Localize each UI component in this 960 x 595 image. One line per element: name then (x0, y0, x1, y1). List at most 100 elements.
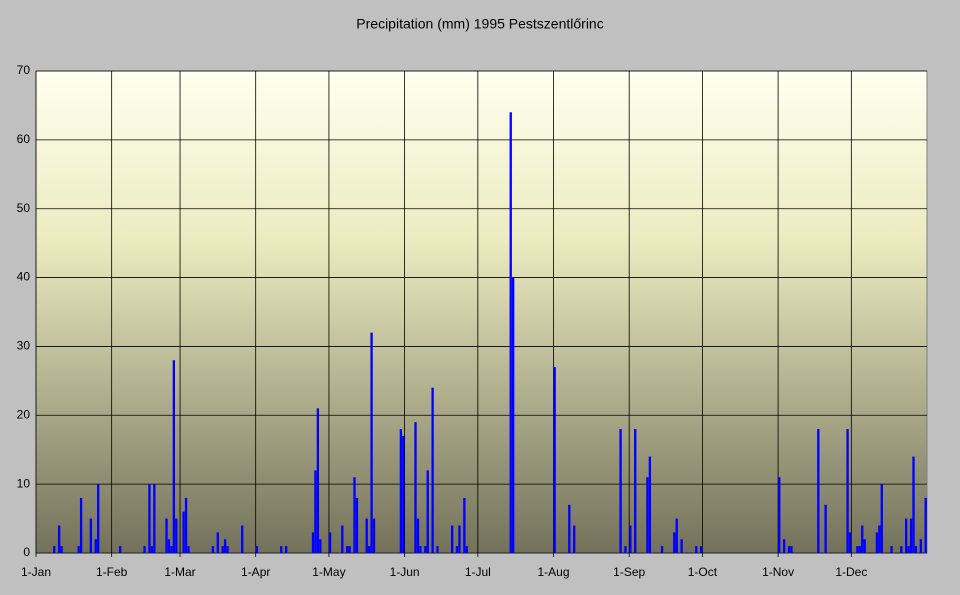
bar (861, 525, 864, 553)
x-tick-label: 1-Nov (762, 565, 794, 579)
bar (875, 532, 879, 553)
bar (455, 546, 459, 553)
bar (905, 518, 908, 553)
y-tick-label: 50 (17, 201, 31, 215)
bar (148, 484, 151, 553)
bar (619, 429, 622, 553)
bar (846, 429, 849, 553)
bar (414, 422, 417, 553)
bar (216, 532, 219, 553)
x-tick-label: 1-Jul (465, 565, 491, 579)
bar (311, 532, 315, 553)
bar (680, 539, 683, 553)
bar (60, 546, 63, 553)
bar (57, 525, 61, 553)
bar (319, 539, 322, 553)
bar (568, 504, 571, 553)
bar (419, 546, 422, 553)
y-tick-label: 10 (17, 476, 31, 490)
y-tick-label: 40 (17, 270, 31, 284)
bar (241, 525, 244, 553)
bar (553, 367, 556, 553)
bar (512, 277, 515, 553)
x-tick-label: 1-Mar (164, 565, 195, 579)
bar (316, 408, 320, 553)
bar (255, 546, 259, 553)
bar (348, 546, 351, 553)
bar (858, 546, 861, 553)
bar (673, 532, 676, 553)
x-tick-label: 1-Sep (613, 565, 645, 579)
bar (97, 484, 100, 553)
bar (365, 518, 368, 553)
bar (182, 511, 185, 553)
bar (878, 525, 881, 553)
bar (284, 546, 288, 553)
bar (223, 539, 227, 553)
bar (89, 518, 93, 553)
bar (907, 546, 910, 553)
x-tick-label: 1-May (312, 565, 345, 579)
bar (912, 456, 915, 553)
bar (436, 546, 439, 553)
x-tick-label: 1-Dec (835, 565, 867, 579)
bar (509, 112, 512, 554)
bar (79, 497, 83, 553)
bar (53, 546, 56, 553)
y-tick-label: 0 (23, 545, 30, 559)
bar (431, 387, 434, 553)
bar (465, 546, 468, 553)
bar (118, 546, 122, 553)
bar (153, 484, 156, 553)
bar (450, 525, 454, 553)
bar (167, 539, 171, 553)
x-tick-label: 1-Aug (537, 565, 569, 579)
bar (187, 546, 190, 553)
bar (328, 532, 332, 553)
bar (280, 546, 283, 553)
bar (648, 456, 652, 553)
bar (909, 518, 913, 553)
y-tick-label: 30 (17, 339, 31, 353)
bar (165, 518, 168, 553)
bar (426, 470, 429, 553)
bar (699, 546, 703, 553)
bar (573, 525, 576, 553)
bar (370, 332, 373, 553)
y-tick-label: 60 (17, 132, 31, 146)
bar (314, 470, 317, 553)
bar (355, 497, 359, 553)
bar (914, 546, 918, 553)
bar (782, 539, 786, 553)
bar (346, 546, 349, 553)
bar (184, 497, 188, 553)
bar (790, 546, 793, 553)
bar (863, 539, 866, 553)
chart-title: Precipitation (mm) 1995 Pestszentlőrinc (356, 16, 603, 32)
bar (424, 546, 427, 553)
bar (211, 546, 215, 553)
bar (778, 477, 781, 553)
bar (170, 546, 173, 553)
y-tick-label: 20 (17, 407, 31, 421)
bar (848, 532, 852, 553)
bar (817, 429, 820, 553)
bar (880, 484, 883, 553)
bar (900, 546, 903, 553)
bar (695, 546, 698, 553)
bar (824, 504, 827, 553)
bar (924, 497, 927, 553)
bar (150, 546, 154, 553)
bar (646, 477, 649, 553)
bar (787, 546, 791, 553)
bar (634, 429, 637, 553)
bar (226, 546, 229, 553)
x-tick-label: 1-Jun (390, 565, 420, 579)
bar (402, 435, 405, 553)
bar (341, 525, 344, 553)
bar (143, 546, 146, 553)
plot-area (35, 70, 928, 554)
bar (94, 539, 97, 553)
bar (172, 360, 176, 553)
